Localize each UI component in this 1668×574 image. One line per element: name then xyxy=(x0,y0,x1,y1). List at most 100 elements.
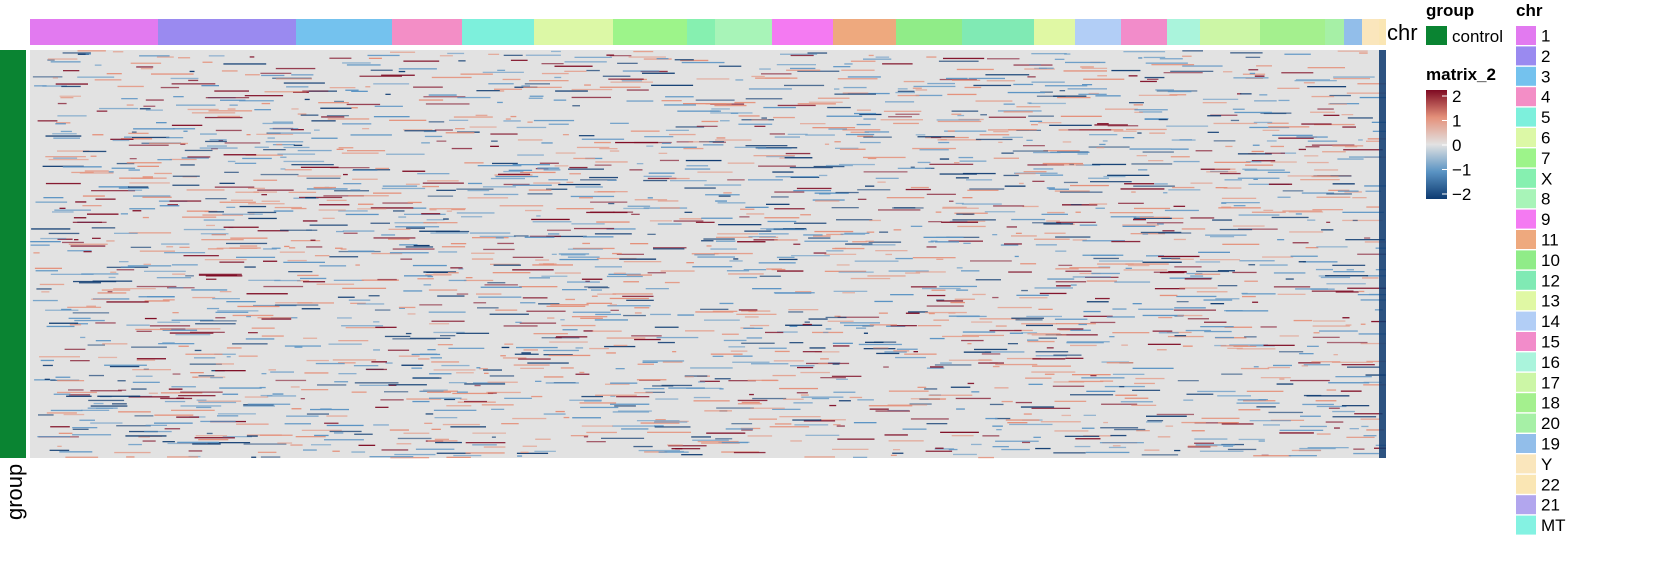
heatmap-cell xyxy=(222,436,252,438)
heatmap-cell xyxy=(759,275,781,277)
heatmap-cell xyxy=(1032,180,1045,182)
heatmap-cell xyxy=(275,78,312,80)
heatmap-cell xyxy=(512,184,552,186)
heatmap-cell xyxy=(728,346,746,348)
legend-chr-swatch-21 xyxy=(1516,495,1536,515)
heatmap-cell xyxy=(548,123,569,125)
heatmap-cell xyxy=(1187,446,1211,448)
heatmap-cell xyxy=(236,423,269,425)
heatmap-cell xyxy=(358,444,376,446)
heatmap-cell xyxy=(570,435,589,437)
heatmap-cell xyxy=(358,203,374,205)
heatmap-cell xyxy=(40,359,54,362)
heatmap-cell xyxy=(715,438,733,440)
heatmap-cell xyxy=(524,83,550,85)
heatmap-cell xyxy=(403,432,430,434)
heatmap-cell xyxy=(1167,90,1192,93)
heatmap-cell xyxy=(723,339,747,342)
heatmap-cell xyxy=(565,298,575,301)
heatmap-cell xyxy=(935,447,944,449)
heatmap-cell xyxy=(1155,89,1174,91)
heatmap-cell xyxy=(467,189,490,192)
heatmap-cell xyxy=(387,349,410,351)
heatmap-cell xyxy=(45,182,81,185)
heatmap-cell xyxy=(621,80,643,82)
heatmap-cell xyxy=(520,302,536,304)
heatmap-cell xyxy=(759,68,771,70)
heatmap-cell xyxy=(192,296,216,299)
heatmap-cell xyxy=(800,214,811,216)
heatmap-cell xyxy=(783,398,804,400)
heatmap-cell xyxy=(1109,212,1153,214)
heatmap-cell xyxy=(681,61,725,64)
heatmap-cell xyxy=(1342,126,1356,128)
heatmap-cell xyxy=(284,169,312,171)
heatmap-cell xyxy=(238,355,258,357)
heatmap-mt-column xyxy=(1379,50,1386,458)
heatmap-cell xyxy=(486,391,521,394)
heatmap-cell xyxy=(1302,403,1334,406)
heatmap-cell xyxy=(286,415,319,417)
heatmap-cell xyxy=(334,381,349,383)
heatmap-cell xyxy=(956,267,963,269)
legend-scale-tick-label: 1 xyxy=(1452,112,1461,131)
heatmap-cell xyxy=(215,317,226,319)
heatmap-cell xyxy=(1038,337,1057,339)
heatmap-cell xyxy=(586,431,617,434)
heatmap-cell xyxy=(1294,80,1337,82)
heatmap-cell xyxy=(1055,250,1067,252)
heatmap-cell xyxy=(280,168,286,170)
heatmap-cell xyxy=(1038,122,1062,124)
heatmap-cell xyxy=(1237,399,1266,401)
heatmap-cell xyxy=(938,141,950,144)
heatmap-cell xyxy=(869,408,889,410)
heatmap-cell xyxy=(813,165,845,168)
heatmap-cell xyxy=(693,396,711,399)
heatmap-cell xyxy=(745,145,788,147)
heatmap-cell xyxy=(411,353,441,356)
heatmap-cell xyxy=(1031,81,1065,83)
heatmap-cell xyxy=(1146,255,1164,257)
heatmap-cell xyxy=(790,54,814,57)
heatmap-cell xyxy=(261,373,267,375)
heatmap-cell xyxy=(128,144,169,146)
heatmap-cell xyxy=(351,391,367,393)
heatmap-cell xyxy=(536,215,541,217)
heatmap-cell xyxy=(291,164,334,166)
chr-segment-8 xyxy=(715,19,772,45)
heatmap-cell xyxy=(533,119,575,122)
heatmap-cell xyxy=(419,230,460,232)
heatmap-cell xyxy=(856,123,871,126)
heatmap-cell xyxy=(368,57,382,59)
heatmap-cell xyxy=(975,279,1001,281)
heatmap-cell xyxy=(1363,381,1382,383)
heatmap-cell xyxy=(390,457,430,459)
heatmap-cell xyxy=(1142,151,1174,153)
heatmap-cell xyxy=(253,179,278,181)
heatmap-cell xyxy=(825,316,847,319)
heatmap-cell xyxy=(106,301,149,303)
heatmap-cell xyxy=(1090,375,1097,377)
heatmap-cell xyxy=(883,110,922,112)
heatmap-cell xyxy=(218,139,224,142)
heatmap-cell xyxy=(189,363,222,365)
heatmap-cell xyxy=(523,86,562,88)
heatmap-cell xyxy=(573,157,596,160)
legend-chr-swatch-17 xyxy=(1516,372,1536,392)
heatmap-cell xyxy=(261,200,280,202)
chr-segment-7 xyxy=(613,19,687,45)
heatmap-cell xyxy=(256,133,294,135)
heatmap-cell xyxy=(164,428,181,430)
heatmap-cell xyxy=(68,389,84,391)
heatmap-cell xyxy=(46,412,77,414)
heatmap-cell xyxy=(442,423,480,426)
heatmap-cell xyxy=(52,133,77,135)
heatmap-cell xyxy=(1033,151,1061,154)
heatmap-cell xyxy=(1163,192,1168,194)
heatmap-cell xyxy=(836,219,873,221)
heatmap-cell xyxy=(827,106,851,109)
heatmap-cell xyxy=(59,207,66,209)
heatmap-cell xyxy=(189,70,195,73)
heatmap-cell xyxy=(175,334,211,336)
heatmap-cell xyxy=(788,309,819,311)
